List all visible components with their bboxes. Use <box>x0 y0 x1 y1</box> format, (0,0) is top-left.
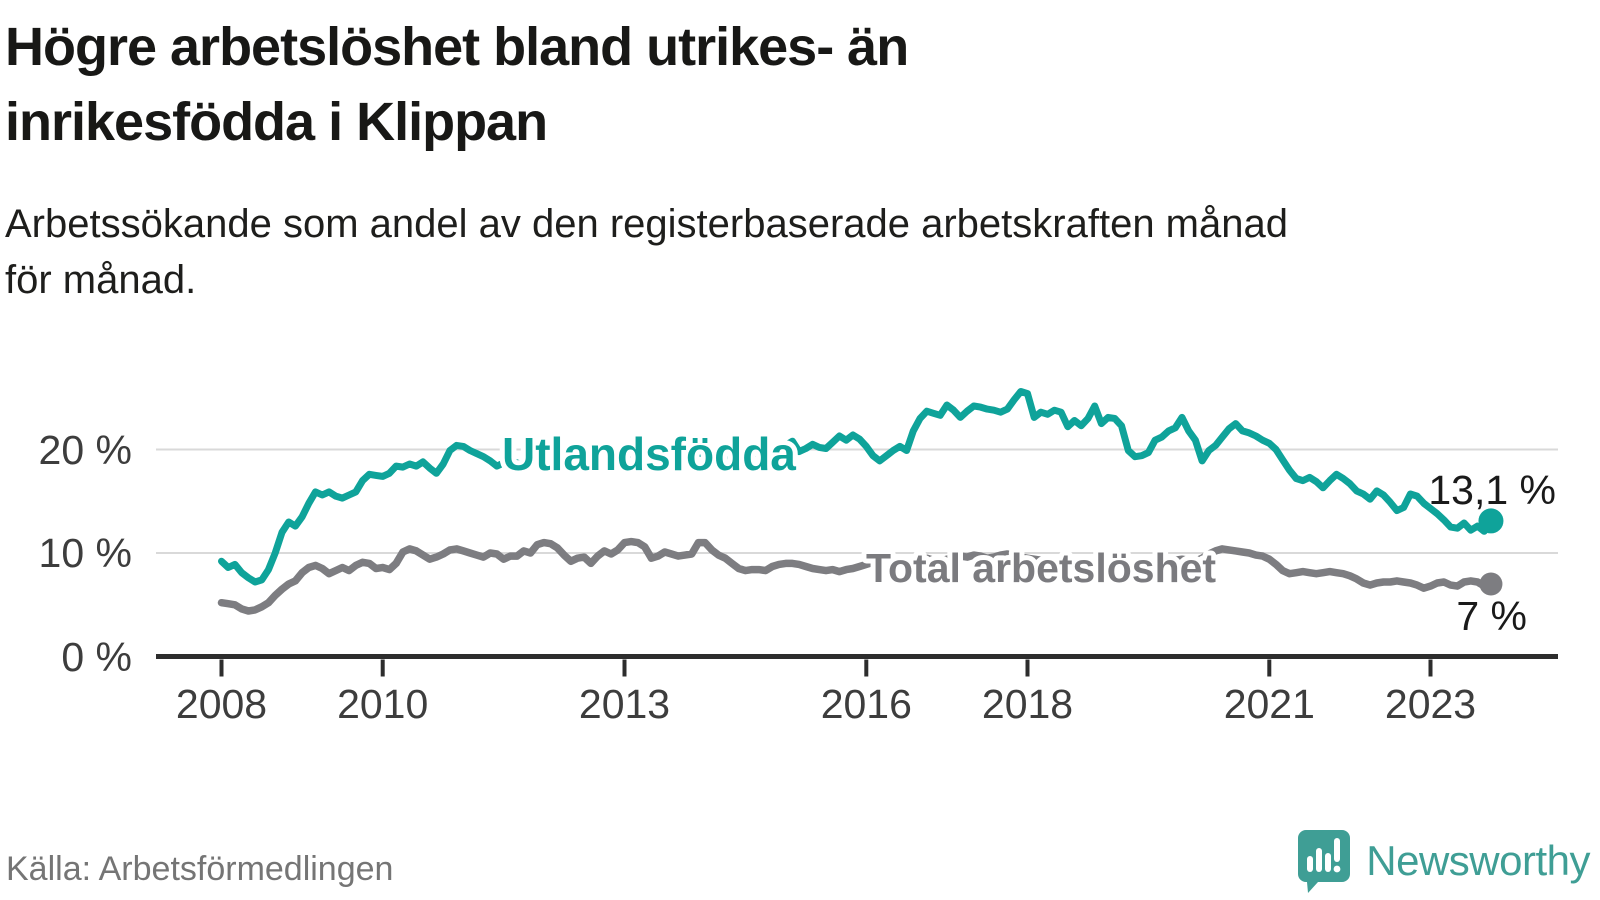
y-tick-label-20: 20 % <box>39 427 132 473</box>
chart-subtitle-line1: Arbetssökande som andel av den registerb… <box>5 202 1288 246</box>
x-tick-label-2010: 2010 <box>337 681 428 727</box>
exclamation-dot <box>1333 865 1341 873</box>
newsworthy-logo: Newsworthy <box>1296 828 1590 894</box>
series-lines <box>217 388 1504 615</box>
x-tick-label-2023: 2023 <box>1385 681 1476 727</box>
series-label-utlandsfodda: Utlandsfödda <box>502 428 796 480</box>
end-value-labels: 13,1 % 7 % <box>1428 467 1556 639</box>
series-line-total <box>217 537 1495 615</box>
brand-name: Newsworthy <box>1366 837 1590 884</box>
chart-subtitle-line2: för månad. <box>5 258 197 302</box>
bar-3 <box>1325 853 1332 872</box>
series-label-total: Total arbetslöshet <box>866 545 1216 591</box>
x-tick-label-2013: 2013 <box>579 681 670 727</box>
end-dot-total <box>1479 572 1503 596</box>
end-value-utlandsfodda: 13,1 % <box>1428 467 1556 513</box>
end-dot-utlandsfodda <box>1478 508 1504 534</box>
y-tick-label-0: 0 % <box>61 634 132 680</box>
chart-subtitle: Arbetssökande som andel av den registerb… <box>5 196 1565 308</box>
series-labels: Utlandsfödda Total arbetslöshet <box>497 423 1221 596</box>
bubble-shape <box>1298 830 1351 893</box>
x-tick-label-2008: 2008 <box>176 681 267 727</box>
series-line-utlandsfodda <box>218 388 1495 586</box>
chart-title-line1: Högre arbetslöshet bland utrikes- än <box>5 17 909 77</box>
chart-title: Högre arbetslöshet bland utrikes- än inr… <box>5 10 1565 159</box>
exclamation-bar <box>1334 838 1341 862</box>
y-axis-labels: 20 % 10 % 0 % <box>39 427 132 680</box>
gridlines <box>156 448 1558 554</box>
source-note: Källa: Arbetsförmedlingen <box>6 850 394 888</box>
x-tick-label-2016: 2016 <box>821 681 912 727</box>
chart-title-line2: inrikesfödda i Klippan <box>5 91 548 152</box>
bar-2 <box>1316 848 1323 872</box>
newsworthy-bubble-icon <box>1298 830 1351 893</box>
y-tick-label-10: 10 % <box>39 530 132 576</box>
bar-1 <box>1307 856 1314 872</box>
x-tick-label-2018: 2018 <box>982 681 1073 727</box>
end-value-total: 7 % <box>1456 593 1527 639</box>
x-axis: 2008 2010 2013 2016 2018 2021 2023 <box>156 654 1558 727</box>
x-tick-label-2021: 2021 <box>1224 681 1315 727</box>
